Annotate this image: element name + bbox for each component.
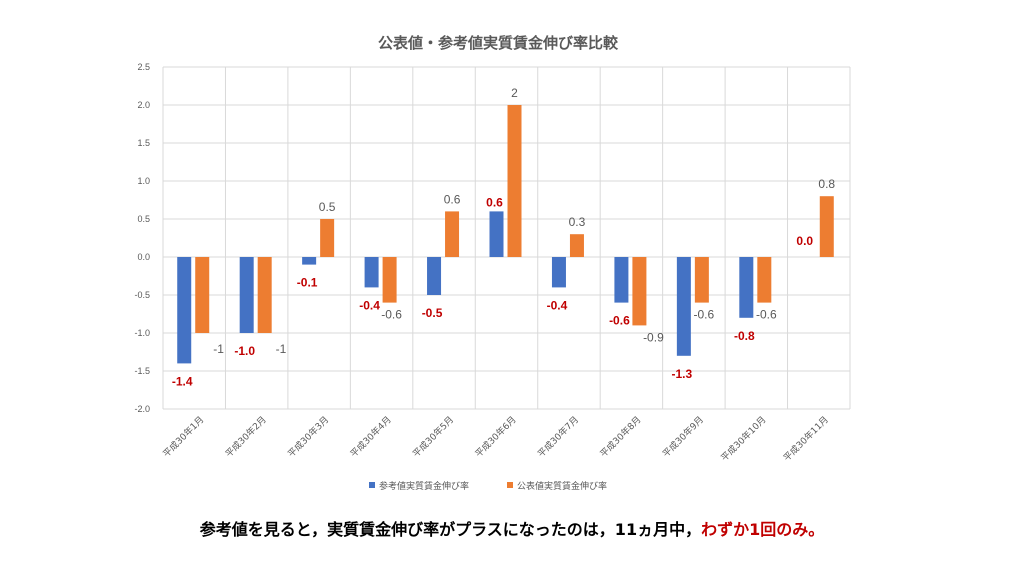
x-tick-label: 平成30年2月	[223, 414, 269, 460]
y-tick-label: -1.5	[134, 366, 150, 376]
y-tick-label: -1.0	[134, 328, 150, 338]
x-tick-label: 平成30年7月	[535, 414, 581, 460]
legend: 参考値実質賃金伸び率 公表値実質賃金伸び率	[369, 480, 607, 492]
x-tick-label: 平成30年4月	[348, 414, 394, 460]
y-tick-label: -2.0	[134, 404, 150, 414]
data-label-sankou: -0.1	[297, 276, 318, 290]
data-label-kouhyou: -1	[276, 342, 287, 356]
caption: 参考値を見ると，実質賃金伸び率がプラスになったのは，11ヵ月中，わずか1回のみ。	[0, 516, 1024, 540]
y-tick-label: 0.5	[137, 214, 150, 224]
data-label-sankou: 0.0	[796, 234, 813, 248]
chart-title: 公表値・参考値実質賃金伸び率比較	[378, 34, 619, 52]
x-tick-label: 平成30年3月	[285, 414, 331, 460]
caption-main: 参考値を見ると，実質賃金伸び率がプラスになったのは，11ヵ月中，	[199, 520, 702, 539]
data-label-kouhyou: -0.6	[381, 308, 402, 322]
bar-sankou	[302, 257, 317, 265]
legend-swatch-blue	[369, 482, 375, 488]
bar-sankou	[239, 257, 254, 333]
bar-kouhyou	[320, 219, 335, 257]
x-tick-label: 平成30年11月	[781, 414, 831, 464]
data-labels: -1.4-1.0-0.1-0.4-0.50.6-0.4-0.6-1.3-0.80…	[172, 86, 836, 388]
bar-kouhyou	[757, 257, 772, 303]
x-tick-label: 平成30年1月	[160, 414, 206, 460]
bar-kouhyou	[445, 211, 460, 257]
y-tick-label: 2.5	[137, 62, 150, 72]
y-tick-label: 1.0	[137, 176, 150, 186]
data-label-kouhyou: 0.8	[818, 177, 835, 191]
bar-kouhyou	[694, 257, 709, 303]
y-tick-label: -0.5	[134, 290, 150, 300]
x-tick-label: 平成30年5月	[410, 414, 456, 460]
legend-label-blue: 参考値実質賃金伸び率	[379, 480, 469, 492]
y-tick-label: 1.5	[137, 138, 150, 148]
bar-sankou	[489, 211, 504, 257]
bar-kouhyou	[632, 257, 647, 326]
data-label-sankou: -0.8	[734, 329, 755, 343]
bar-sankou	[551, 257, 566, 288]
data-label-kouhyou: 0.5	[319, 200, 336, 214]
bar-sankou	[364, 257, 379, 288]
bar-sankou	[676, 257, 691, 356]
gridlines	[162, 66, 851, 410]
data-label-kouhyou: -0.6	[756, 308, 777, 322]
x-tick-label: 平成30年6月	[473, 414, 519, 460]
data-label-kouhyou: 0.3	[569, 215, 586, 229]
data-label-sankou: -1.4	[172, 374, 193, 388]
x-tick-label: 平成30年8月	[597, 414, 643, 460]
caption-highlight: わずか1回のみ。	[701, 520, 825, 539]
bar-kouhyou	[195, 257, 210, 333]
data-label-kouhyou: 0.6	[444, 192, 461, 206]
data-label-sankou: -1.3	[672, 367, 693, 381]
x-tick-label: 平成30年10月	[718, 414, 768, 464]
bar-sankou	[427, 257, 442, 295]
data-label-sankou: -0.4	[547, 298, 568, 312]
y-tick-label: 0.0	[137, 252, 150, 262]
data-label-sankou: 0.6	[486, 195, 503, 209]
bar-sankou	[739, 257, 754, 318]
data-label-sankou: -0.5	[422, 306, 443, 320]
bar-kouhyou	[382, 257, 397, 303]
bar-kouhyou	[507, 105, 522, 257]
y-tick-label: 2.0	[137, 100, 150, 110]
data-label-kouhyou: -1	[213, 342, 224, 356]
data-label-kouhyou: 2	[511, 86, 518, 100]
x-tick-label: 平成30年9月	[660, 414, 706, 460]
data-label-sankou: -0.6	[609, 314, 630, 328]
data-label-kouhyou: -0.6	[694, 308, 715, 322]
bar-sankou	[614, 257, 629, 303]
bar-kouhyou	[819, 196, 834, 257]
bar-kouhyou	[569, 234, 584, 257]
y-axis: 2.5 2.0 1.5 1.0 0.5 0.0 -0.5 -1.0 -1.5 -2.0	[134, 62, 150, 414]
bar-kouhyou	[257, 257, 272, 333]
data-label-sankou: -1.0	[234, 344, 255, 358]
legend-label-orange: 公表値実質賃金伸び率	[517, 480, 607, 492]
x-axis: 平成30年1月 平成30年2月 平成30年3月 平成30年4月 平成30年5月 平成30年…	[160, 414, 831, 464]
bars	[177, 105, 834, 364]
data-label-kouhyou: -0.9	[643, 330, 664, 344]
bar-sankou	[177, 257, 192, 364]
chart: 公表値・参考値実質賃金伸び率比較 2.5 2.0 1.5 1.0 0.5 0.0 -0.5 -…	[134, 34, 851, 492]
data-label-sankou: -0.4	[359, 298, 380, 312]
legend-swatch-orange	[507, 482, 513, 488]
